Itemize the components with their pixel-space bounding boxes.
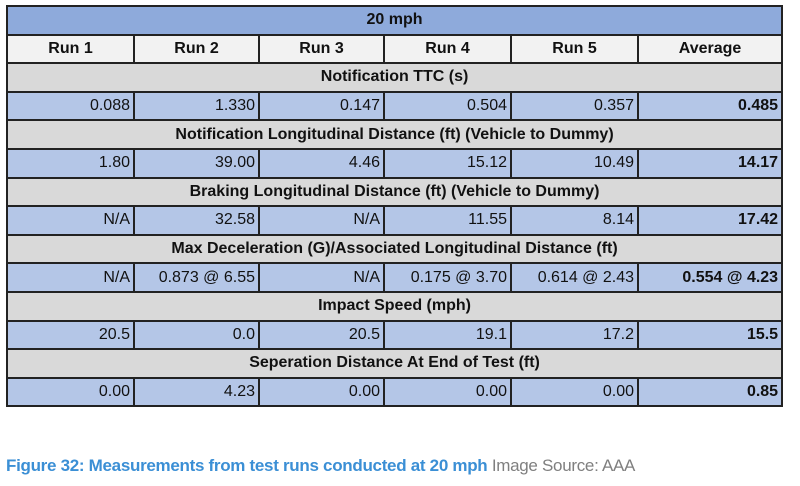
table-row: 20.5 0.0 20.5 19.1 17.2 15.5	[6, 319, 784, 351]
section-row: Max Deceleration (G)/Associated Longitud…	[5, 233, 784, 265]
caption-text: Figure 32: Measurements from test runs c…	[6, 456, 488, 475]
run-cell: 0.088	[6, 90, 135, 122]
run-cell: 20.5	[6, 319, 135, 351]
run-cell: 11.55	[383, 205, 512, 236]
column-header: Run 5	[510, 33, 639, 65]
table-row: 1.80 39.00 4.46 15.12 10.49 14.17	[6, 147, 784, 179]
section-row: Impact Speed (mph)	[5, 290, 784, 322]
run-cell: 0.504	[383, 90, 512, 122]
run-cell: 17.2	[510, 319, 639, 351]
run-cell: 15.12	[383, 147, 512, 179]
table-row: 0.00 4.23 0.00 0.00 0.00 0.85	[6, 376, 784, 408]
section-row: Notification TTC (s)	[5, 62, 784, 93]
run-cell: 0.357	[510, 90, 639, 122]
section-label: Braking Longitudinal Distance (ft) (Vehi…	[5, 176, 784, 208]
section-label: Impact Speed (mph)	[5, 290, 784, 322]
run-cell: 0.00	[510, 376, 639, 408]
column-header: Average	[636, 33, 784, 65]
run-cell: 8.14	[510, 205, 639, 236]
run-cell: 32.58	[133, 205, 260, 236]
run-cell: 0.0	[133, 319, 260, 351]
run-cell: 0.175 @ 3.70	[383, 262, 512, 293]
table-title: 20 mph	[5, 5, 784, 36]
table-row: N/A 32.58 N/A 11.55 8.14 17.42	[6, 205, 784, 236]
run-cell: N/A	[258, 262, 385, 293]
run-cell: 4.23	[133, 376, 260, 408]
section-label: Notification Longitudinal Distance (ft) …	[5, 119, 784, 150]
column-header: Run 3	[258, 33, 385, 65]
figure-caption: Figure 32: Measurements from test runs c…	[6, 456, 635, 476]
average-cell: 0.485	[636, 90, 784, 122]
table-row: N/A 0.873 @ 6.55 N/A 0.175 @ 3.70 0.614 @ 2.…	[6, 262, 784, 293]
column-header: Run 4	[383, 33, 512, 65]
section-label: Notification TTC (s)	[5, 62, 784, 93]
image-source: Image Source: AAA	[491, 456, 636, 475]
run-cell: N/A	[6, 205, 135, 236]
run-cell: 0.873 @ 6.55	[133, 262, 260, 293]
column-header: Run 2	[133, 33, 260, 65]
average-cell: 15.5	[636, 319, 784, 351]
run-cell: 0.147	[258, 90, 385, 122]
run-cell: N/A	[6, 262, 135, 293]
measurements-table: 20 mph Run 1 Run 2 Run 3 Run 4 Run 5 Average …	[5, 5, 784, 408]
run-cell: 4.46	[258, 147, 385, 179]
run-cell: 0.00	[258, 376, 385, 408]
average-cell: 14.17	[636, 147, 784, 179]
section-row: Braking Longitudinal Distance (ft) (Vehi…	[5, 176, 784, 208]
run-cell: 19.1	[383, 319, 512, 351]
column-header: Run 1	[6, 33, 135, 65]
run-cell: 39.00	[133, 147, 260, 179]
run-cell: 1.330	[133, 90, 260, 122]
table-row: 0.088 1.330 0.147 0.504 0.357 0.485	[6, 90, 784, 122]
run-cell: 0.00	[383, 376, 512, 408]
run-cell: 1.80	[6, 147, 135, 179]
average-cell: 17.42	[636, 205, 784, 236]
section-row: Notification Longitudinal Distance (ft) …	[5, 119, 784, 150]
run-cell: 10.49	[510, 147, 639, 179]
run-cell: 0.00	[6, 376, 135, 408]
run-cell: N/A	[258, 205, 385, 236]
average-cell: 0.85	[636, 376, 784, 408]
section-label: Max Deceleration (G)/Associated Longitud…	[5, 233, 784, 265]
section-label: Seperation Distance At End of Test (ft)	[5, 348, 784, 379]
section-row: Seperation Distance At End of Test (ft)	[5, 348, 784, 379]
average-cell: 0.554 @ 4.23	[636, 262, 784, 293]
run-cell: 20.5	[258, 319, 385, 351]
run-cell: 0.614 @ 2.43	[510, 262, 639, 293]
